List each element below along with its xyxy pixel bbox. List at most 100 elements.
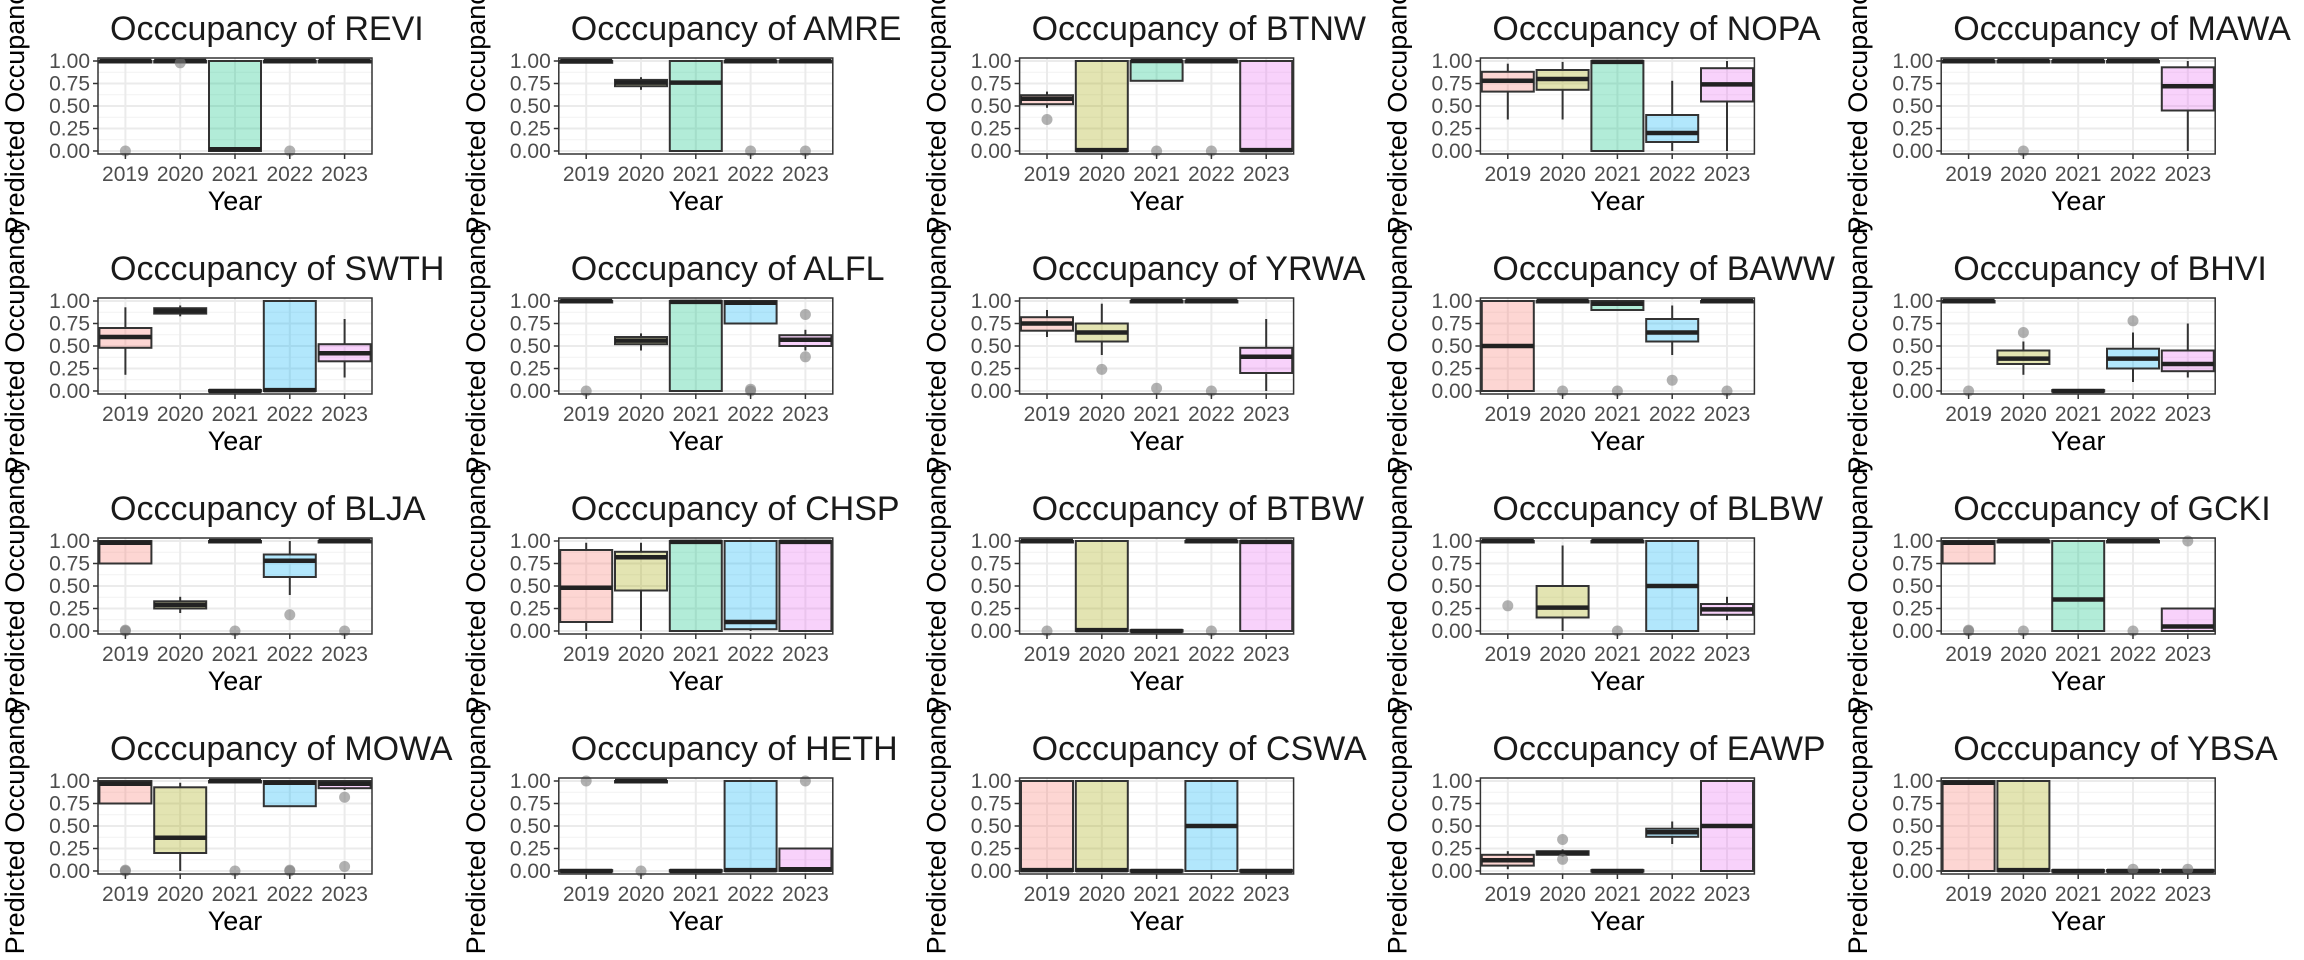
box-2022: [2106, 58, 2160, 64]
y-tick-label: 0.00: [49, 620, 90, 643]
y-tick-label: 0.00: [971, 380, 1012, 403]
y-tick-label: 0.50: [1892, 575, 1933, 598]
box-2020: [153, 782, 208, 871]
y-tick-label: 0.50: [971, 575, 1012, 598]
box-2023: [1239, 319, 1294, 391]
panel-title: Occcupancy of BLBW: [1492, 490, 1823, 528]
x-tick-label: 2020: [157, 403, 204, 426]
box-2019: [1941, 58, 1996, 64]
panel-title: Occcupancy of NOPA: [1492, 10, 1820, 48]
x-tick-label: 2020: [2000, 163, 2047, 186]
x-tick-label: 2020: [1078, 883, 1125, 906]
box-2020: [1535, 545, 1590, 631]
y-tick-label: 0.00: [1432, 380, 1473, 403]
x-axis-title: Year: [1129, 186, 1184, 216]
box-2020: [1074, 60, 1129, 153]
x-tick-label: 2021: [1133, 883, 1180, 906]
box-body: [2051, 540, 2106, 632]
y-axis-title: Predicted Occupancy: [922, 217, 952, 474]
x-tick-label: 2019: [563, 403, 610, 426]
x-tick-label: 2020: [1539, 643, 1586, 666]
outlier-point: [2127, 863, 2139, 875]
x-tick-label: 2021: [1594, 403, 1641, 426]
x-tick-label: 2021: [2055, 163, 2102, 186]
x-tick-label: 2023: [1243, 163, 1290, 186]
box-body: [723, 780, 778, 872]
x-tick-label: 2020: [618, 643, 665, 666]
box-2020: [614, 77, 668, 90]
box-body: [2160, 349, 2215, 373]
box-body: [1996, 780, 2051, 872]
panel-bhvi: Occcupancy of BHVI 0.000.250.500.751.00 20…: [1843, 217, 2267, 474]
box-2023: [1700, 596, 1754, 621]
box-2022: [2106, 538, 2160, 637]
y-axis-title: Predicted Occupancy: [461, 217, 491, 474]
y-tick-label: 0.75: [510, 553, 551, 576]
y-tick-label: 0.25: [49, 598, 90, 621]
y-tick-label: 0.50: [971, 95, 1012, 118]
panel-title: Occcupancy of YRWA: [1032, 250, 1366, 288]
box-2022: [1645, 540, 1700, 632]
x-tick-label: 2020: [157, 883, 204, 906]
y-tick-label: 1.00: [49, 530, 90, 553]
y-tick-label: 1.00: [510, 50, 551, 73]
outlier-point: [1096, 363, 1108, 375]
y-tick-label: 0.25: [49, 118, 90, 141]
y-tick-label: 0.75: [1892, 73, 1933, 96]
box-body: [778, 540, 833, 632]
y-tick-label: 1.00: [49, 770, 90, 793]
y-tick-label: 0.75: [49, 73, 90, 96]
box-2021: [668, 868, 723, 874]
x-tick-label: 2022: [727, 163, 774, 186]
y-tick-label: 0.50: [510, 815, 551, 838]
y-axis-title: Predicted Occupancy: [0, 0, 30, 234]
x-tick-label: 2021: [1133, 643, 1180, 666]
x-tick-label: 2020: [618, 163, 665, 186]
x-tick-label: 2019: [1024, 643, 1071, 666]
y-tick-label: 0.00: [510, 380, 551, 403]
y-tick-label: 0.25: [510, 118, 551, 141]
x-tick-label: 2022: [1188, 163, 1235, 186]
box-2019: [559, 542, 614, 631]
y-tick-label: 1.00: [510, 290, 551, 313]
y-tick-label: 0.75: [971, 793, 1012, 816]
y-tick-label: 0.75: [971, 73, 1012, 96]
y-tick-label: 0.25: [510, 838, 551, 861]
x-tick-label: 2023: [321, 883, 368, 906]
box-body: [1074, 780, 1129, 872]
outlier-point: [799, 775, 811, 787]
y-axis-title: Predicted Occupancy: [1843, 457, 1873, 714]
box-2023: [778, 775, 833, 872]
x-tick-label: 2019: [1484, 883, 1531, 906]
box-2023: [2160, 323, 2215, 378]
y-tick-label: 1.00: [1432, 530, 1473, 553]
y-tick-label: 1.00: [1432, 50, 1473, 73]
outlier-point: [339, 861, 351, 872]
y-tick-label: 0.50: [49, 335, 90, 358]
x-tick-label: 2019: [102, 163, 149, 186]
x-axis-title: Year: [1129, 906, 1184, 936]
y-tick-label: 1.00: [510, 770, 551, 793]
x-tick-label: 2023: [1243, 883, 1290, 906]
box-2019: [98, 307, 153, 375]
x-tick-label: 2022: [266, 163, 313, 186]
box-body: [1941, 780, 1996, 872]
x-tick-label: 2022: [1649, 883, 1696, 906]
panel-title: Occcupancy of YBSA: [1953, 730, 2278, 768]
x-tick-label: 2023: [1704, 643, 1751, 666]
x-tick-label: 2019: [102, 643, 149, 666]
y-tick-label: 1.00: [1892, 50, 1933, 73]
box-2021: [1129, 868, 1184, 874]
x-tick-label: 2021: [212, 163, 259, 186]
box-2020: [1074, 540, 1129, 633]
outlier-point: [580, 775, 592, 787]
outlier-point: [1502, 600, 1514, 612]
y-tick-label: 0.50: [1432, 95, 1473, 118]
x-tick-label: 2020: [618, 403, 665, 426]
box-2019: [1941, 780, 1996, 872]
x-axis-title: Year: [669, 186, 724, 216]
box-2020: [1074, 780, 1129, 873]
box-body: [1535, 585, 1590, 619]
y-tick-label: 1.00: [971, 50, 1012, 73]
x-tick-label: 2021: [672, 403, 719, 426]
